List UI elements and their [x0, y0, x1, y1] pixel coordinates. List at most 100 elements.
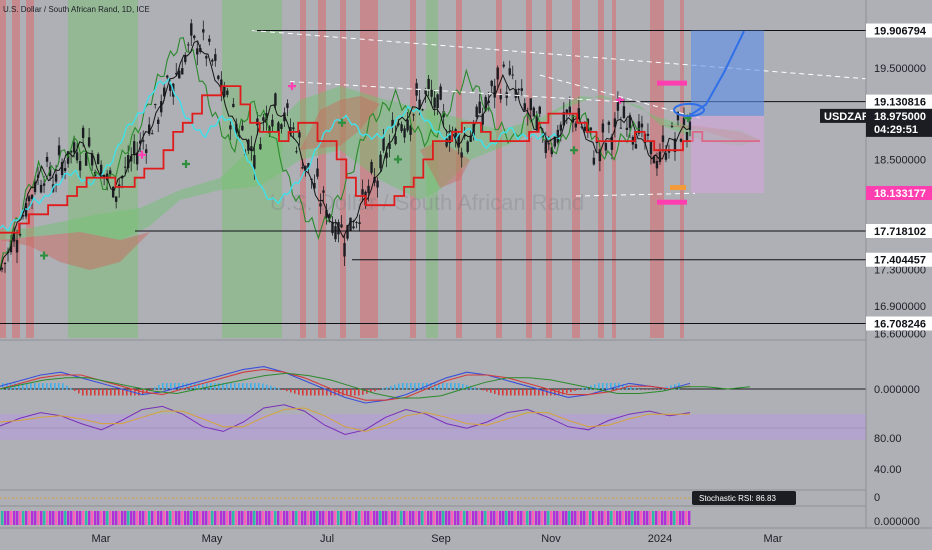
- candle-body: [90, 153, 94, 166]
- momentum-bar: [91, 511, 94, 525]
- momentum-bar: [295, 511, 298, 525]
- momentum-bar: [673, 511, 676, 525]
- momentum-bar: [493, 511, 496, 525]
- candle-body: [646, 133, 650, 136]
- candle-body: [232, 103, 235, 108]
- candle-body: [523, 103, 526, 110]
- panel-tick-label: 40.00: [874, 464, 902, 476]
- candle-body: [145, 149, 148, 153]
- momentum-bar: [664, 511, 667, 525]
- chart-title: U.S. Dollar / South African Rand, 1D, IC…: [3, 5, 150, 14]
- histogram-bar: [654, 389, 656, 390]
- momentum-bar: [268, 511, 271, 525]
- momentum-bar: [646, 511, 649, 525]
- histogram-bar: [26, 383, 28, 390]
- candle-body: [571, 115, 575, 123]
- candle-body: [385, 152, 388, 159]
- momentum-bar: [13, 511, 16, 525]
- momentum-bar: [547, 511, 550, 525]
- signal-band: [546, 0, 552, 338]
- candle-body: [370, 161, 373, 173]
- momentum-bar: [442, 511, 445, 525]
- highlight-ellipse[interactable]: [673, 102, 705, 117]
- histogram-bar: [374, 389, 376, 392]
- histogram-bar: [458, 383, 460, 390]
- candle-body: [535, 116, 538, 130]
- candle-body: [72, 142, 76, 153]
- candle-body: [511, 74, 514, 76]
- momentum-bar: [550, 511, 553, 525]
- price-axis[interactable]: 19.90000019.50000018.50000017.30000016.9…: [820, 0, 932, 550]
- histogram-bar: [102, 389, 104, 396]
- price-tick-label: 16.600000: [874, 328, 926, 340]
- momentum-bar: [382, 511, 385, 525]
- momentum-bar: [616, 511, 619, 525]
- histogram-bar: [106, 389, 108, 396]
- candle-body: [84, 152, 88, 166]
- projection-zone[interactable]: [657, 30, 764, 205]
- histogram-bar: [162, 383, 164, 390]
- momentum-bar: [310, 511, 313, 525]
- candle-body: [478, 101, 481, 114]
- symbol-tag[interactable]: [820, 108, 866, 123]
- candle-body: [508, 68, 511, 75]
- histogram-bar: [482, 389, 484, 391]
- momentum-bar: [553, 511, 556, 525]
- projection-path[interactable]: [689, 30, 745, 117]
- marker-tag: [657, 199, 687, 205]
- time-axis[interactable]: Mar May Jul Sep Nov 2024 Mar: [0, 527, 932, 550]
- momentum-bar: [505, 511, 508, 525]
- histogram-bar: [386, 387, 388, 390]
- candle-body: [18, 233, 22, 236]
- momentum-bar: [298, 511, 301, 525]
- histogram-bar: [150, 389, 152, 391]
- candle-body: [223, 86, 226, 97]
- candle-body: [132, 141, 136, 155]
- momentum-bar: [628, 511, 631, 525]
- rsi-band: [0, 414, 866, 440]
- candle-body: [184, 55, 187, 63]
- candle-body: [211, 59, 214, 62]
- candle-body: [193, 35, 196, 39]
- candle-body: [157, 119, 160, 124]
- momentum-bar: [658, 511, 661, 525]
- projection-target-box[interactable]: [691, 30, 764, 116]
- candle-body: [685, 131, 689, 141]
- momentum-bar: [406, 511, 409, 525]
- trendline-dashed[interactable]: [575, 192, 696, 197]
- momentum-bar: [202, 511, 205, 525]
- trendline-dashed[interactable]: [289, 81, 621, 103]
- histogram-bar: [582, 387, 584, 390]
- momentum-bar: [490, 511, 493, 525]
- momentum-bar: [289, 511, 292, 525]
- time-tick-label: Nov: [541, 533, 561, 545]
- candle-body: [550, 147, 553, 155]
- histogram-bar: [538, 389, 540, 396]
- histogram-bar: [282, 389, 284, 390]
- candle-body: [268, 126, 271, 134]
- candle-body: [108, 170, 112, 175]
- histogram-bar: [62, 383, 64, 390]
- candle-body: [105, 173, 109, 181]
- candle-body: [409, 125, 412, 135]
- momentum-bar: [403, 511, 406, 525]
- histogram-bar: [306, 389, 308, 396]
- momentum-bar: [205, 511, 208, 525]
- candle-body: [577, 108, 581, 120]
- candle-body: [166, 75, 169, 78]
- candle-body: [280, 124, 283, 129]
- level-label: 17.404457: [874, 255, 926, 267]
- histogram-bar: [622, 384, 624, 390]
- candle-body: [135, 152, 139, 165]
- momentum-bar: [22, 511, 25, 525]
- momentum-bar: [106, 511, 109, 525]
- signal-band: [26, 0, 34, 338]
- candle-body: [556, 129, 560, 143]
- momentum-bar: [118, 511, 121, 525]
- candle-body: [0, 267, 4, 270]
- momentum-bar: [25, 511, 28, 525]
- projection-stop-box[interactable]: [691, 115, 764, 193]
- histogram-bar: [86, 389, 88, 396]
- momentum-bar: [307, 511, 310, 525]
